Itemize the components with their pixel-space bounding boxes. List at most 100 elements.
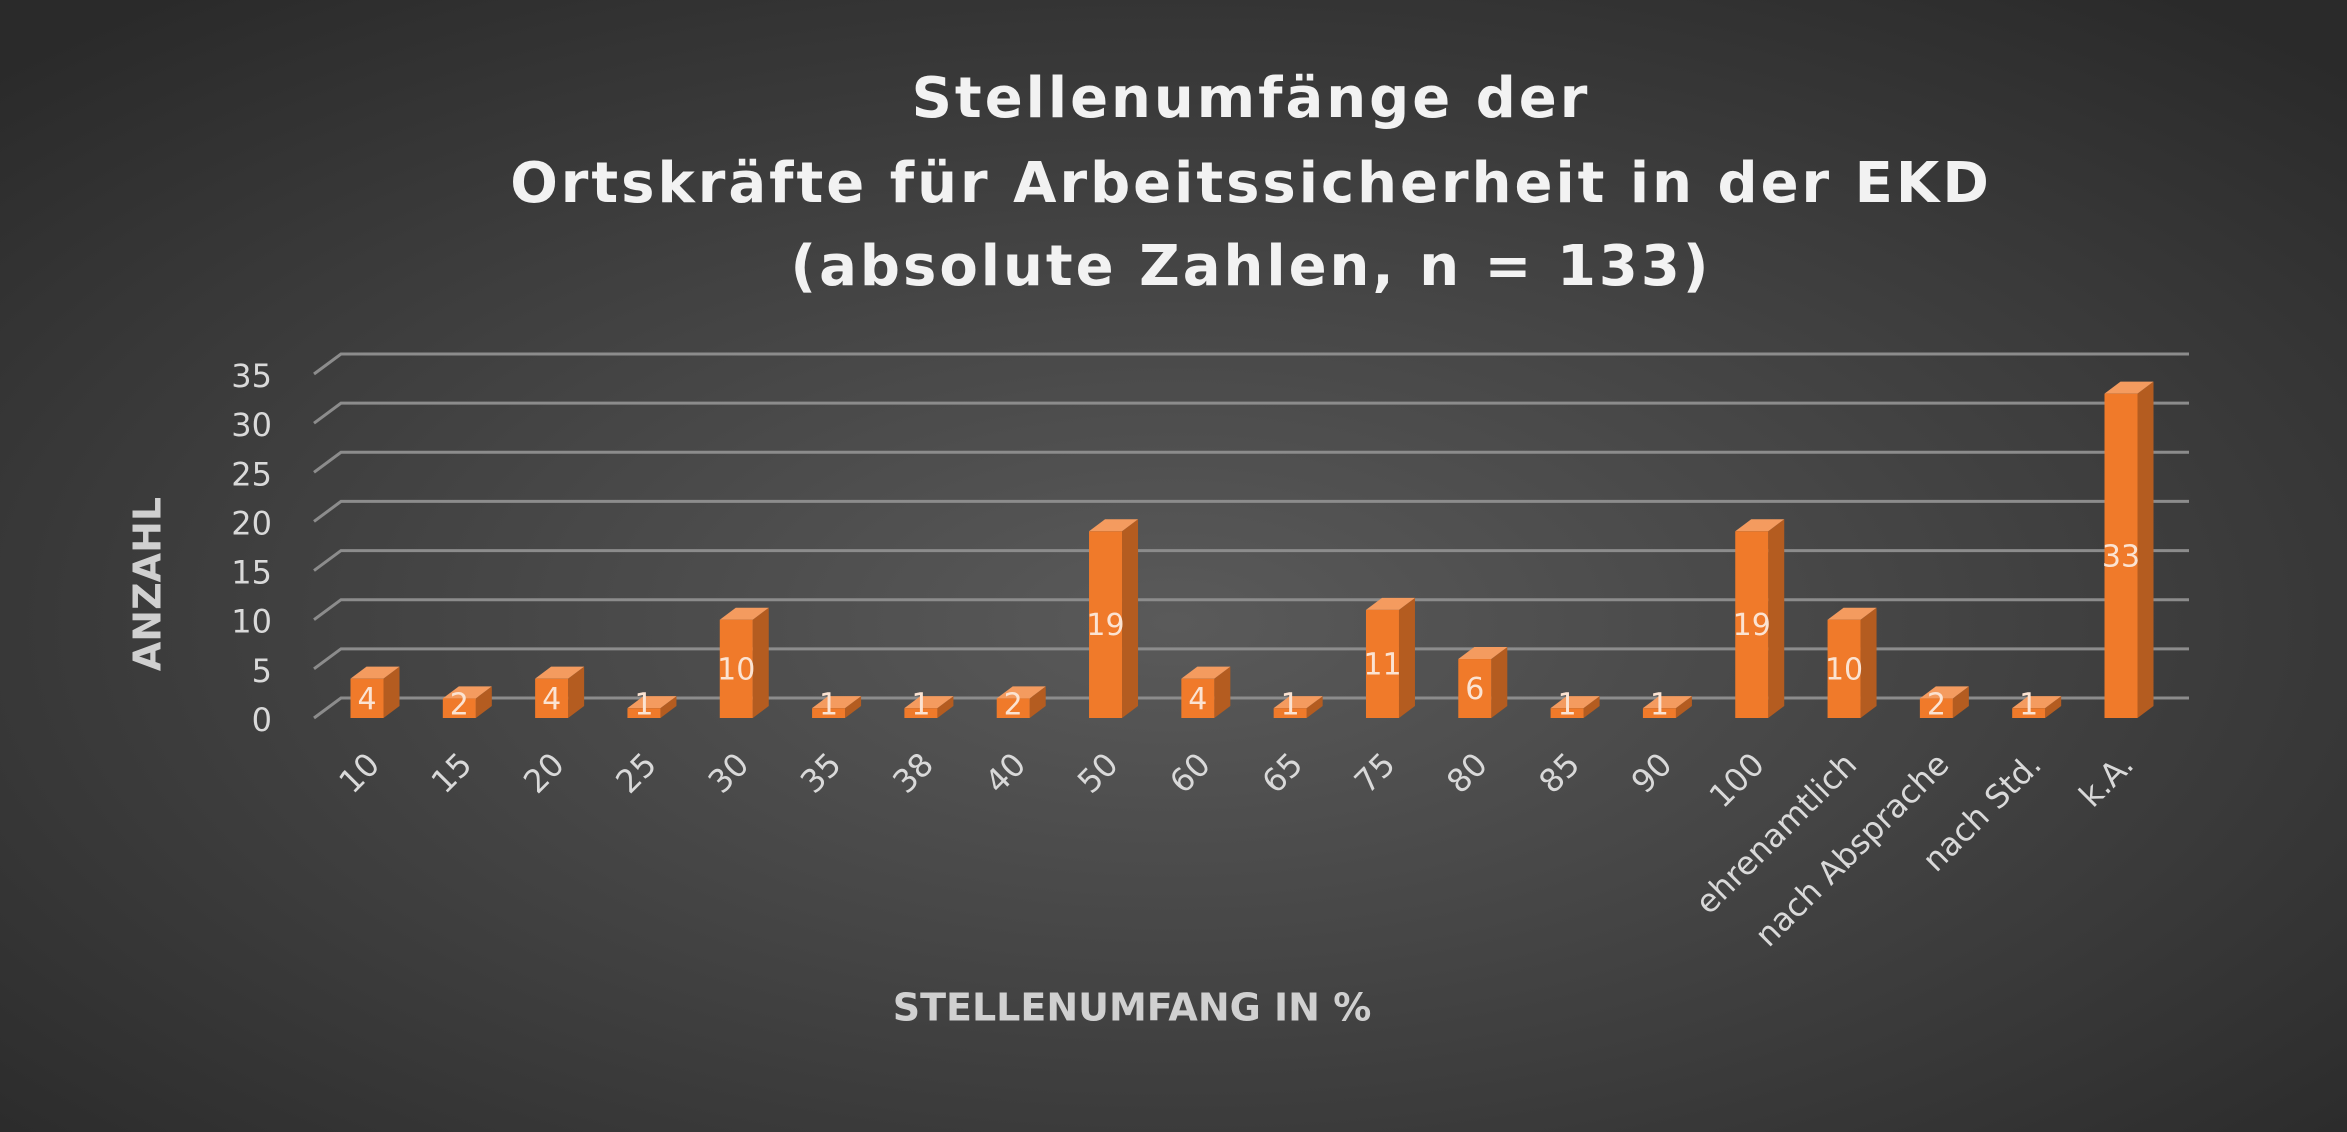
bar-top — [350, 666, 400, 679]
bar-side — [937, 696, 954, 718]
data-label: 1 — [1650, 688, 1669, 723]
y-axis-title: ANZAHL — [126, 497, 170, 671]
grid-line — [313, 598, 2189, 621]
bar-top — [2104, 381, 2154, 394]
bar-side — [1768, 519, 1785, 718]
bar-top — [812, 696, 862, 709]
bar-side — [1214, 666, 1231, 718]
bar-side — [660, 696, 677, 718]
grid-line — [313, 549, 2189, 572]
bar — [1181, 678, 1215, 718]
bar — [2104, 393, 2138, 718]
bar-top — [1550, 696, 1600, 709]
y-tick-label: 5 — [252, 652, 272, 690]
bar-top — [719, 607, 769, 620]
grid-line — [313, 647, 2189, 671]
bar-top — [1273, 696, 1323, 709]
bar-top — [996, 686, 1046, 699]
bar-side — [1029, 686, 1046, 718]
data-label: 19 — [1086, 608, 1124, 643]
bar — [1919, 698, 1953, 718]
bar — [1273, 708, 1307, 718]
data-label: 4 — [542, 682, 561, 717]
bar-top — [904, 696, 954, 709]
bar — [996, 698, 1030, 718]
bar — [350, 678, 384, 718]
chart-title: Ortskräfte für Arbeitssicherheit in der … — [510, 151, 1992, 216]
bar — [2012, 708, 2046, 718]
bar-side — [1122, 519, 1139, 718]
bar-top — [535, 666, 585, 679]
y-tick-label: 15 — [231, 554, 272, 592]
bar — [627, 708, 661, 718]
bar-side — [1860, 607, 1877, 718]
bar-top — [1089, 519, 1139, 532]
bar-top — [1827, 607, 1877, 620]
data-label: 1 — [819, 688, 838, 723]
y-tick-label: 25 — [231, 455, 272, 493]
bar-top — [1642, 696, 1692, 709]
data-label: 19 — [1733, 608, 1771, 643]
bar — [1735, 531, 1769, 718]
y-tick-label: 30 — [231, 406, 272, 444]
y-tick-label: 10 — [231, 603, 272, 641]
bar — [1365, 609, 1399, 718]
bar — [1642, 708, 1676, 718]
data-label: 2 — [450, 688, 469, 723]
grid-line — [313, 450, 2189, 474]
bar — [904, 708, 938, 718]
bar-top — [1181, 666, 1231, 679]
data-label: 2 — [1004, 688, 1023, 723]
bar-side — [475, 686, 492, 718]
bar — [1089, 531, 1123, 718]
bar-side — [383, 666, 400, 718]
bar — [812, 708, 846, 718]
data-label: 4 — [1188, 682, 1207, 717]
data-label: 1 — [2019, 688, 2038, 723]
x-axis-title: STELLENUMFANG IN % — [893, 986, 1372, 1030]
data-label: 1 — [634, 688, 653, 723]
bar-top — [627, 696, 677, 709]
data-label: 2 — [1927, 688, 1946, 723]
chart-title: (absolute Zahlen, n = 133) — [791, 234, 1712, 299]
chart-title: Stellenumfänge der — [912, 66, 1591, 131]
data-label: 6 — [1465, 672, 1484, 707]
data-label: 33 — [2102, 539, 2140, 574]
bar-side — [1398, 597, 1415, 718]
bar — [1827, 619, 1861, 718]
bar-side — [1952, 686, 1969, 718]
data-label: 1 — [1558, 688, 1577, 723]
bar — [1458, 659, 1492, 718]
bar-top — [1919, 686, 1969, 699]
bar — [719, 619, 753, 718]
grid-line — [313, 401, 2189, 425]
y-tick-label: 20 — [231, 504, 272, 542]
y-tick-label: 35 — [231, 357, 272, 395]
grid-line — [313, 352, 2189, 376]
data-label: 1 — [1281, 688, 1300, 723]
bar-side — [568, 666, 585, 718]
bar — [442, 698, 476, 718]
data-label: 10 — [1825, 652, 1863, 687]
bar-top — [1735, 519, 1785, 532]
data-label: 4 — [357, 682, 376, 717]
bar-side — [2137, 381, 2154, 718]
bar-top — [1458, 647, 1508, 660]
bar-side — [845, 696, 862, 718]
bar-top — [1365, 597, 1415, 610]
bar-side — [752, 607, 769, 718]
bar-side — [1491, 647, 1508, 718]
bar-side — [1306, 696, 1323, 718]
data-label: 10 — [717, 652, 755, 687]
bar-top — [2012, 696, 2062, 709]
y-tick-label: 0 — [252, 701, 272, 739]
bar — [535, 678, 569, 718]
bar-side — [1583, 696, 1600, 718]
bar-side — [2045, 696, 2062, 718]
bar-top — [442, 686, 492, 699]
grid-line — [313, 499, 2189, 523]
data-label: 11 — [1363, 647, 1401, 682]
bar — [1550, 708, 1584, 718]
